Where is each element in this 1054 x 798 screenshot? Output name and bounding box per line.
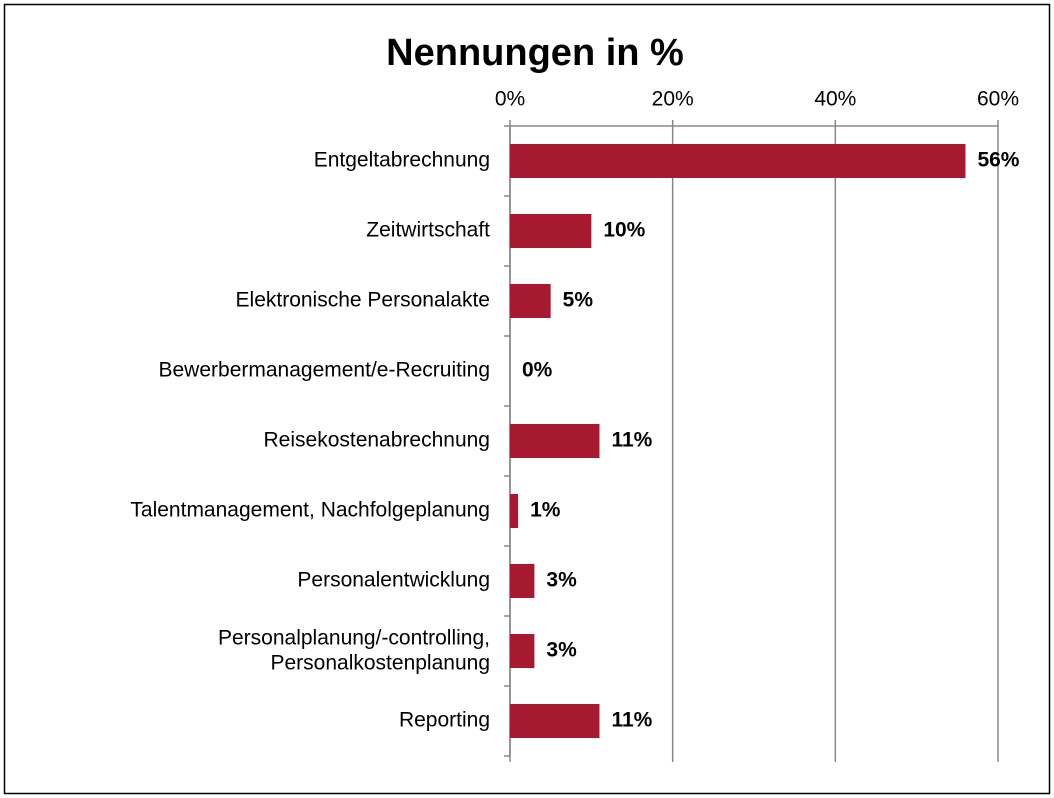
y-tick-label: Personalentwicklung: [297, 569, 490, 592]
y-tick-label: Zeitwirtschaft: [366, 219, 490, 242]
bar: [510, 424, 600, 458]
x-tick-label: 0%: [495, 88, 525, 111]
bar: [510, 214, 592, 248]
x-tick-label: 40%: [814, 88, 856, 111]
bar: [510, 564, 535, 598]
value-label: 1%: [530, 499, 561, 522]
y-tick-label: Entgeltabrechnung: [314, 149, 490, 172]
y-tick-label: Reisekostenabrechnung: [264, 429, 491, 452]
value-label: 0%: [522, 359, 553, 382]
value-label: 11%: [611, 429, 652, 452]
chart-title: Nennungen in %: [386, 32, 684, 74]
x-tick-label: 20%: [652, 88, 694, 111]
bar: [510, 704, 600, 738]
value-label: 5%: [563, 289, 594, 312]
bar: [510, 284, 551, 318]
y-tick-label: Reporting: [399, 709, 490, 732]
value-label: 3%: [546, 569, 577, 592]
value-label: 10%: [603, 219, 645, 242]
bar: [510, 494, 519, 528]
chart-frame: [3, 3, 1051, 795]
y-tick-label: Bewerbermanagement/e-Recruiting: [159, 359, 491, 382]
x-tick-label: 60%: [977, 88, 1019, 111]
bar: [510, 144, 966, 178]
value-label: 3%: [546, 639, 577, 662]
y-tick-label: Personalplanung/-controlling, Personalkos…: [218, 626, 490, 674]
y-tick-label: Talentmanagement, Nachfolgeplanung: [130, 499, 490, 522]
value-label: 56%: [977, 149, 1019, 172]
y-tick-label: Elektronische Personalakte: [236, 289, 490, 312]
value-label: 11%: [611, 709, 652, 732]
bar: [510, 634, 535, 668]
